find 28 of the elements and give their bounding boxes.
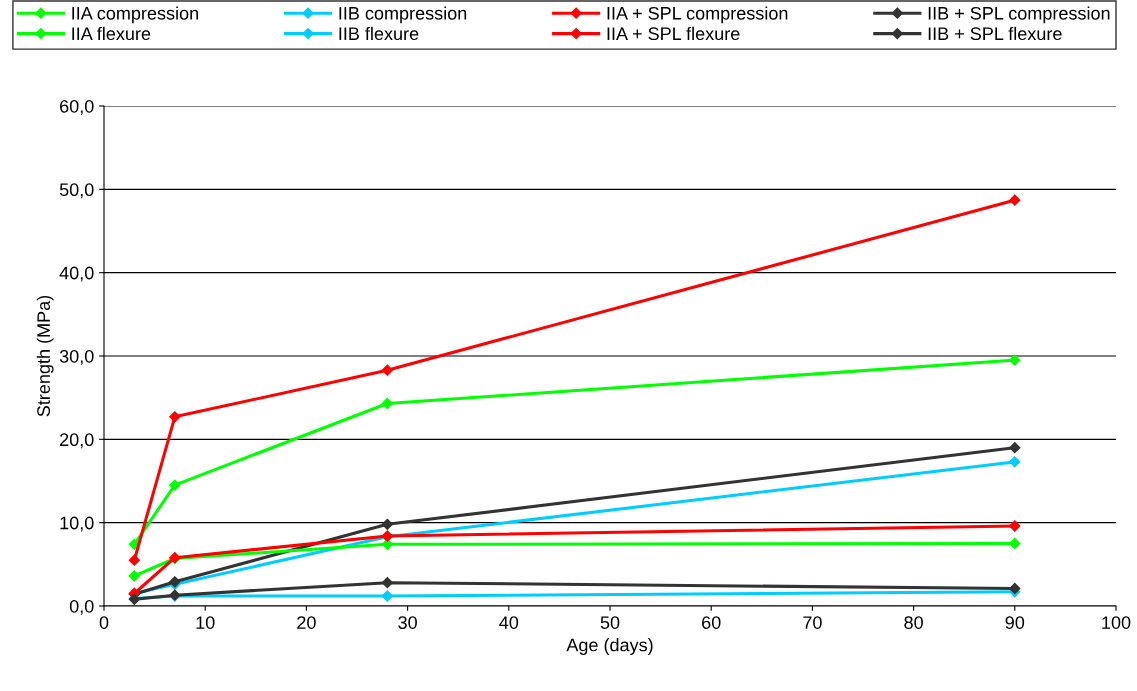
y-tick-label: 50,0 bbox=[59, 183, 94, 199]
x-tick-label: 70 bbox=[803, 616, 822, 629]
y-tick-label: 20,0 bbox=[60, 433, 94, 449]
y-tick-label: 0,0 bbox=[69, 599, 94, 615]
legend-label: IIB + SPL flexure bbox=[928, 26, 1062, 41]
x-tick-label: 20 bbox=[297, 616, 316, 629]
x-tick-label: 30 bbox=[398, 616, 417, 629]
legend-label: IIA flexure bbox=[72, 26, 151, 41]
x-tick-label: 100 bbox=[1102, 616, 1131, 629]
legend-label: IIA + SPL flexure bbox=[607, 26, 740, 41]
y-axis-title: Strength (MPa) bbox=[36, 295, 54, 417]
y-tick-label: 30,0 bbox=[59, 349, 94, 365]
x-tick-label: 10 bbox=[196, 616, 215, 629]
x-tick-label: 40 bbox=[499, 616, 519, 629]
x-tick-label: 80 bbox=[904, 616, 923, 629]
x-tick-label: 90 bbox=[1005, 616, 1025, 629]
legend-label: IIB compression bbox=[339, 6, 467, 24]
y-tick-label: 10,0 bbox=[60, 516, 94, 532]
legend-label: IIA compression bbox=[72, 6, 198, 24]
y-tick-label: 40,0 bbox=[59, 266, 94, 282]
legend-label: IIB flexure bbox=[339, 26, 419, 41]
y-tick-label: 60,0 bbox=[60, 99, 94, 115]
x-axis-title: Age (days) bbox=[566, 638, 653, 655]
x-tick-label: 50 bbox=[600, 616, 620, 629]
legend-label: IIB + SPL compression bbox=[928, 6, 1110, 24]
x-tick-label: 0 bbox=[99, 616, 109, 629]
legend-label: IIA + SPL compression bbox=[607, 6, 788, 24]
x-tick-label: 60 bbox=[702, 616, 721, 629]
